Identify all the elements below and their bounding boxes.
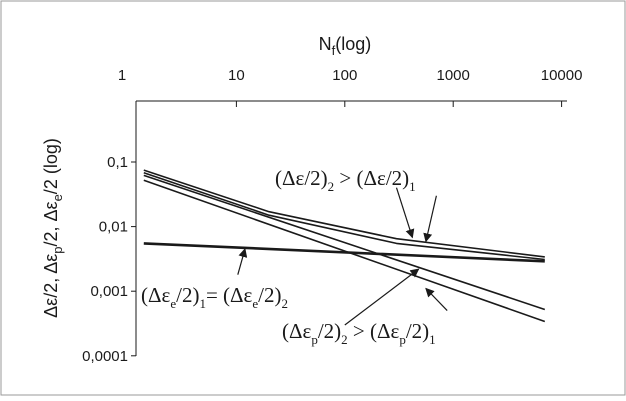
annotation-3-arrow-1: [344, 268, 420, 326]
annotation-3: (Δεp/2)2 > (Δεp/2)1: [282, 319, 436, 347]
x-tick-label: 1000: [437, 67, 470, 84]
x-tick-label: 10000: [541, 67, 583, 84]
series-line-2: [143, 169, 545, 258]
annotation-2-arrow-1: [237, 248, 248, 275]
x-tick-label: 10: [228, 67, 245, 84]
x-axis-title-suffix: (log): [335, 34, 371, 54]
axes: 1 10 100 1000 10000 0,1 0,01 0,001 0,0001: [82, 67, 582, 365]
y-tick-label: 0,001: [90, 283, 128, 300]
series-line-3: [143, 172, 545, 261]
series-line-5: [143, 179, 546, 323]
y-axis-title: Δε/2, Δεp/2, Δεe/2 (log): [41, 138, 65, 318]
x-tick-label: 100: [332, 67, 357, 84]
annotation-3-arrow-2: [425, 287, 448, 312]
x-tick-label: 1: [118, 67, 126, 84]
y-tick-label: 0,1: [107, 154, 128, 171]
y-tick-label: 0,01: [99, 219, 128, 236]
series-line-1: [143, 242, 545, 263]
x-axis-title-sub: f: [332, 43, 336, 58]
series-line-4: [143, 174, 546, 311]
x-axis-title: Nf(log): [319, 34, 372, 58]
y-tick-label: 0,0001: [82, 348, 128, 365]
annotation-layer: (Δε/2)2 > (Δε/2)1 (Δεe/2)1= (Δεe/2)2 (Δεp/…: [141, 166, 448, 347]
annotation-2: (Δεe/2)1= (Δεe/2)2: [141, 283, 288, 311]
annotation-1-arrow-2: [423, 195, 437, 243]
annotation-1-arrow-1: [395, 187, 415, 239]
series-layer: [143, 169, 546, 323]
annotation-1: (Δε/2)2 > (Δε/2)1: [275, 166, 416, 194]
